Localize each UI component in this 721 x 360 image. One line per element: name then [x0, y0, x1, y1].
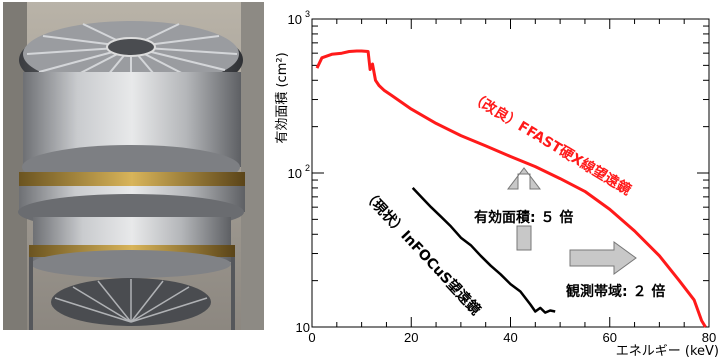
x-tick-label: 40: [503, 330, 517, 345]
x-tick-label: 80: [702, 330, 716, 345]
improved-telescope-label: （改良）FFAST硬X線望遠鏡: [467, 89, 634, 199]
y-tick-label: 10: [288, 12, 302, 27]
y-tick-label: 10: [288, 166, 302, 181]
y-tick-label: 10: [296, 320, 310, 335]
telescope-photo-drawing: [3, 2, 264, 330]
telescope-photo: [3, 2, 264, 330]
y-tick-exponent: 3: [305, 9, 310, 19]
area-gain-label: 有効面積: ５ 倍: [474, 209, 573, 226]
x-tick-label: 60: [603, 330, 617, 345]
band-gain-label: 観測帯域: ２ 倍: [566, 283, 665, 300]
y-axis-title: 有効面積 (cm²): [275, 52, 290, 143]
band-gain-arrow: [569, 241, 637, 275]
series-layer: [315, 49, 707, 328]
area-gain-arrow: [506, 167, 542, 251]
series-line-ffast: [315, 49, 707, 328]
y-tick-exponent: 2: [305, 163, 310, 173]
current-telescope-label: （現状）InFOCuS望遠鏡: [359, 186, 484, 318]
x-tick-label: 0: [308, 330, 315, 345]
axis-ticks: [311, 18, 710, 328]
x-axis-title: エネルギー (keV): [616, 344, 719, 359]
series-line-infocus: [411, 187, 556, 314]
x-tick-label: 20: [404, 330, 418, 345]
